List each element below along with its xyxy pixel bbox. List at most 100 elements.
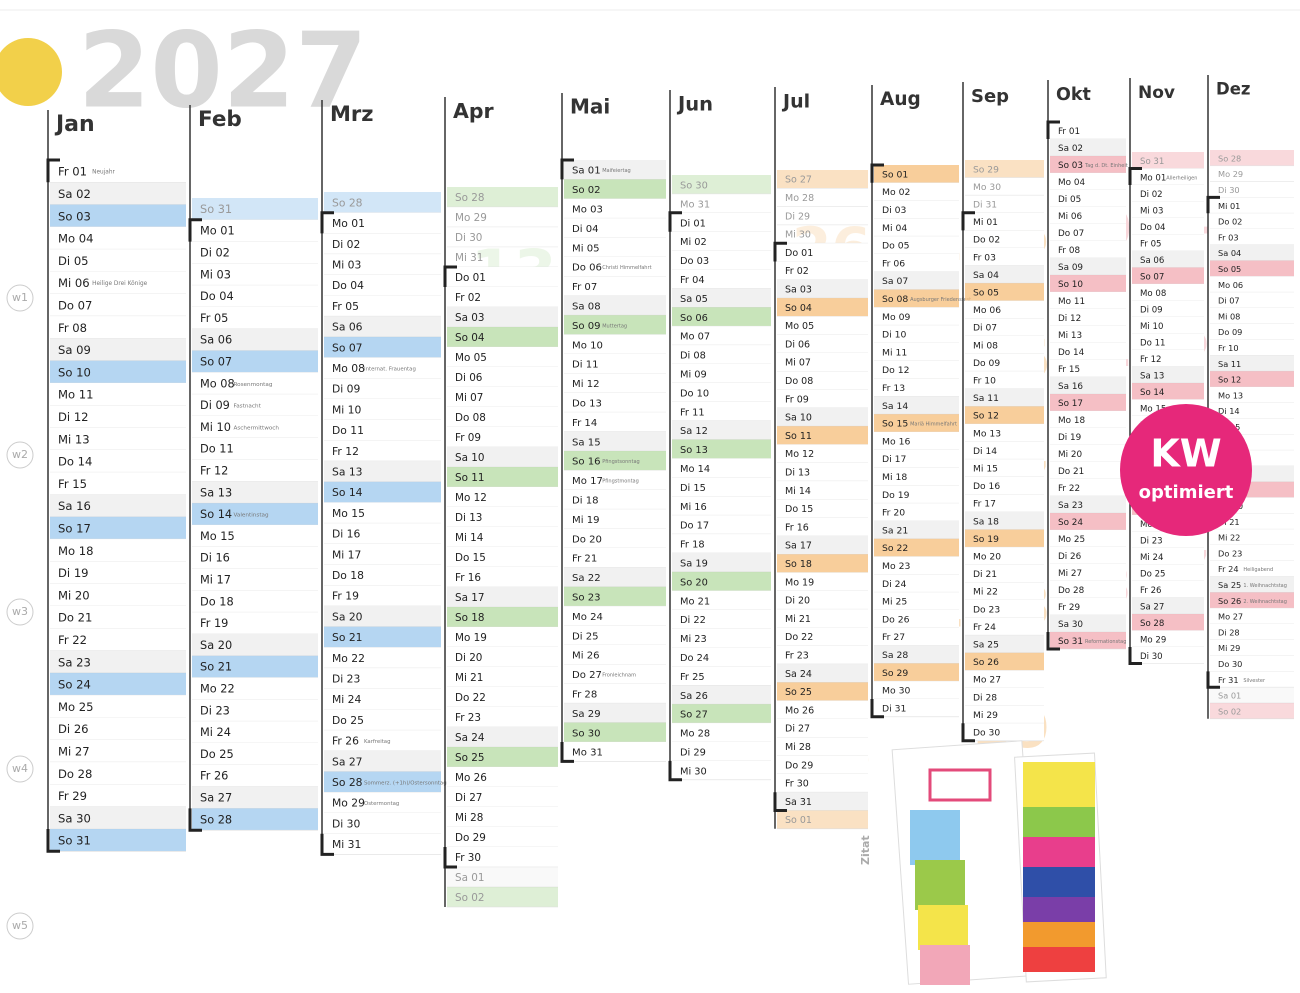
day-row bbox=[564, 703, 666, 723]
day-label: Fr 01 bbox=[58, 165, 87, 179]
day-label: Do 03 bbox=[680, 256, 709, 267]
day-label: Di 13 bbox=[455, 512, 482, 524]
day-row bbox=[965, 406, 1044, 424]
day-row bbox=[192, 328, 318, 351]
day-label: So 27 bbox=[785, 175, 812, 186]
day-row bbox=[50, 160, 186, 183]
day-label: So 02 bbox=[1218, 706, 1241, 716]
day-label: Di 16 bbox=[200, 551, 230, 565]
day-label: Fr 26 bbox=[1140, 586, 1161, 596]
day-row bbox=[965, 318, 1044, 336]
year-dot bbox=[0, 38, 62, 106]
day-row bbox=[50, 383, 186, 406]
day-row bbox=[50, 829, 186, 852]
day-label: Di 29 bbox=[785, 211, 810, 222]
day-row bbox=[672, 231, 771, 251]
day-label: Mi 03 bbox=[332, 258, 361, 271]
day-row bbox=[1132, 548, 1204, 565]
day-row bbox=[324, 564, 441, 586]
day-label: Fr 02 bbox=[785, 266, 809, 277]
day-label: Fr 16 bbox=[455, 572, 481, 584]
day-label: Do 18 bbox=[200, 594, 234, 608]
day-label: Fr 09 bbox=[455, 432, 481, 444]
month-start bbox=[961, 211, 975, 231]
day-row bbox=[1210, 402, 1294, 419]
day-label: Fr 03 bbox=[973, 253, 996, 263]
day-label: Do 22 bbox=[785, 632, 813, 643]
month-end bbox=[188, 808, 202, 832]
day-row bbox=[874, 307, 959, 326]
day-row bbox=[192, 219, 318, 242]
day-label: So 02 bbox=[455, 892, 484, 904]
day-row bbox=[564, 276, 666, 296]
day-label: Mo 01 bbox=[332, 217, 365, 230]
day-row bbox=[672, 742, 771, 761]
day-label: Di 13 bbox=[785, 467, 810, 478]
day-row bbox=[447, 327, 558, 347]
day-label: Mo 31 bbox=[572, 748, 603, 759]
day-row bbox=[777, 206, 868, 225]
day-row bbox=[447, 347, 558, 367]
badge-title: KW bbox=[1150, 432, 1221, 476]
day-row bbox=[672, 439, 771, 459]
day-label: So 26 bbox=[973, 658, 999, 668]
day-label: Do 17 bbox=[680, 521, 709, 532]
day-row bbox=[192, 198, 318, 220]
day-row bbox=[777, 224, 868, 244]
day-label: So 20 bbox=[680, 577, 708, 588]
day-row bbox=[672, 250, 771, 270]
day-label: So 30 bbox=[572, 728, 601, 739]
day-label: Sa 12 bbox=[680, 426, 708, 437]
day-row bbox=[874, 610, 959, 628]
day-row bbox=[192, 263, 318, 286]
day-label: Mo 26 bbox=[455, 772, 487, 784]
day-row bbox=[50, 293, 186, 317]
day-row bbox=[324, 295, 441, 317]
day-label: So 08 bbox=[882, 294, 908, 305]
day-row bbox=[777, 170, 868, 189]
day-row bbox=[1050, 224, 1126, 241]
day-label: Do 22 bbox=[455, 692, 486, 704]
day-row bbox=[1210, 339, 1294, 356]
day-label: Di 09 bbox=[1140, 305, 1163, 315]
day-row bbox=[672, 571, 771, 591]
day-label: So 31 bbox=[1140, 157, 1164, 167]
day-row bbox=[672, 628, 771, 648]
day-row bbox=[1050, 462, 1126, 479]
day-row bbox=[1210, 671, 1294, 688]
day-label: Di 27 bbox=[785, 724, 810, 735]
day-row bbox=[192, 416, 318, 438]
day-row bbox=[672, 175, 771, 194]
day-label: So 21 bbox=[332, 631, 363, 644]
day-row bbox=[447, 507, 558, 527]
day-row bbox=[324, 626, 441, 648]
day-label: Mo 01 bbox=[1140, 173, 1166, 183]
day-label: Sa 09 bbox=[1058, 263, 1083, 273]
day-label: Sa 19 bbox=[680, 558, 708, 569]
month-name: Mrz bbox=[330, 102, 373, 126]
day-row bbox=[672, 193, 771, 213]
day-row bbox=[324, 233, 441, 255]
day-row bbox=[447, 547, 558, 567]
holiday-note: Pfingstmontag bbox=[602, 479, 639, 485]
day-row bbox=[1210, 292, 1294, 308]
day-label: Mi 28 bbox=[455, 812, 483, 824]
day-label: Mi 06 bbox=[1058, 212, 1082, 222]
day-row bbox=[965, 353, 1044, 372]
day-label: So 03 bbox=[1058, 161, 1083, 171]
day-label: Sa 03 bbox=[455, 312, 485, 324]
day-row bbox=[50, 204, 186, 227]
day-label: Do 04 bbox=[332, 279, 364, 292]
day-row bbox=[447, 467, 558, 487]
month-end bbox=[320, 833, 334, 856]
month-start bbox=[773, 241, 787, 262]
day-row bbox=[777, 499, 868, 518]
day-row bbox=[672, 723, 771, 742]
day-row bbox=[1210, 545, 1294, 561]
month-name: Mai bbox=[570, 95, 610, 119]
day-row bbox=[672, 326, 771, 346]
day-label: Sa 31 bbox=[785, 797, 812, 808]
day-row bbox=[447, 367, 558, 387]
month-start bbox=[870, 163, 884, 183]
